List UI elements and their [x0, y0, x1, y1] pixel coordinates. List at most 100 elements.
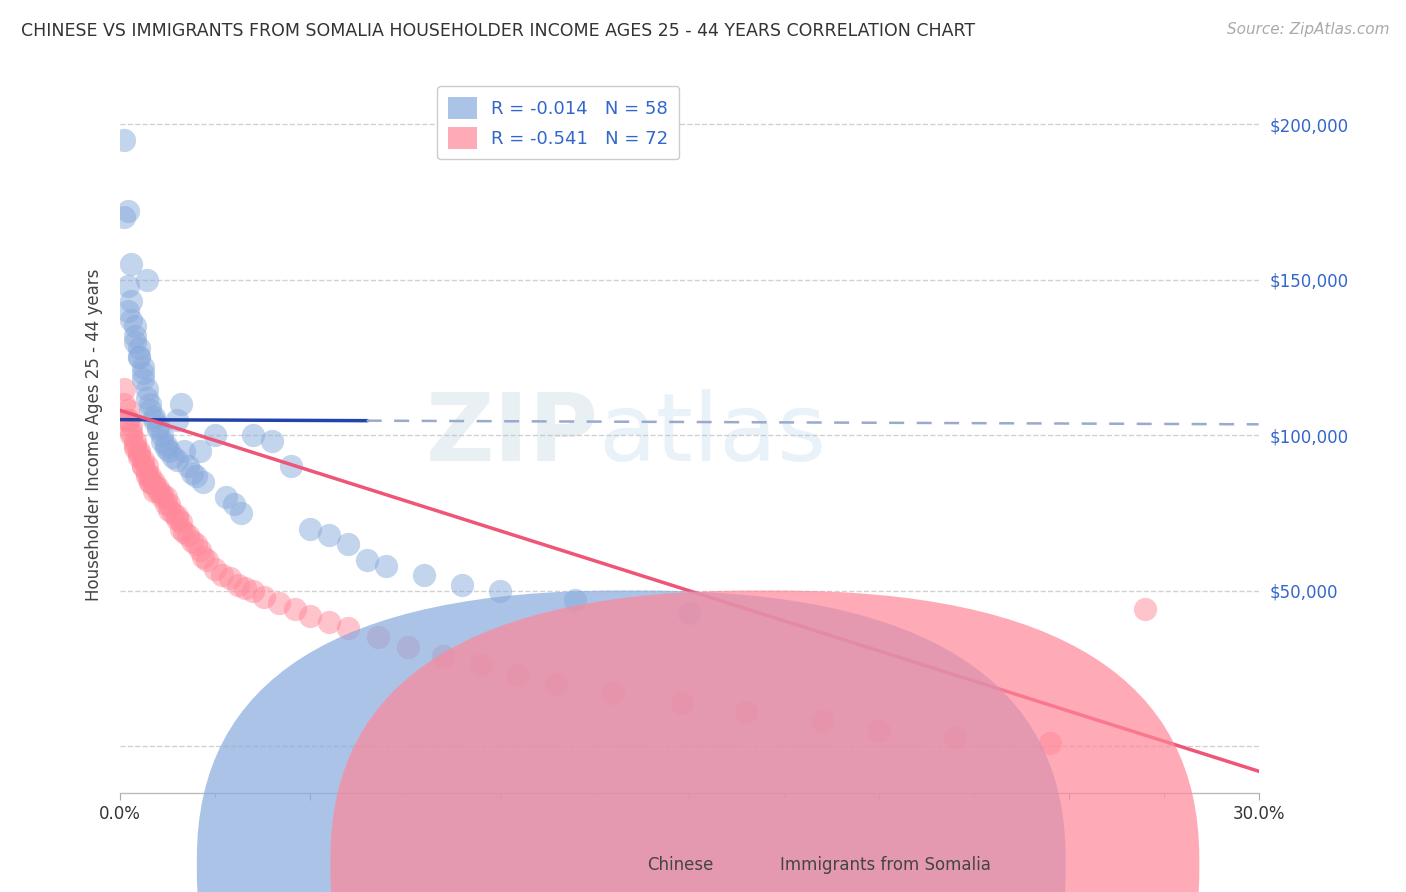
Point — [195, 552, 218, 566]
Point — [508, 667, 530, 681]
Point — [139, 468, 162, 483]
Point — [150, 491, 173, 505]
Point — [162, 450, 184, 464]
Point — [470, 658, 492, 673]
Point — [155, 497, 177, 511]
Point — [173, 443, 195, 458]
Point — [412, 568, 434, 582]
Point — [269, 596, 291, 610]
Point — [117, 278, 139, 293]
Point — [735, 705, 758, 719]
Point — [157, 503, 180, 517]
Point — [283, 602, 305, 616]
Point — [120, 294, 142, 309]
Point — [117, 412, 139, 426]
Point — [143, 484, 166, 499]
Point — [1133, 602, 1156, 616]
Text: atlas: atlas — [598, 389, 827, 481]
Point — [166, 509, 188, 524]
Point — [143, 475, 166, 489]
Point — [811, 714, 834, 729]
Text: Chinese: Chinese — [647, 856, 713, 874]
Point — [678, 606, 700, 620]
Point — [162, 506, 184, 520]
Point — [298, 522, 321, 536]
Point — [135, 466, 157, 480]
Point — [112, 211, 135, 225]
Point — [318, 615, 340, 629]
Point — [124, 334, 146, 349]
Point — [242, 428, 264, 442]
Point — [231, 506, 253, 520]
Point — [260, 434, 283, 449]
Point — [1039, 736, 1062, 750]
Point — [135, 273, 157, 287]
Point — [150, 434, 173, 449]
Point — [222, 497, 245, 511]
Point — [181, 466, 204, 480]
Point — [128, 341, 150, 355]
Point — [336, 621, 359, 635]
Point — [280, 459, 302, 474]
Point — [157, 443, 180, 458]
Point — [128, 450, 150, 464]
Point — [488, 583, 510, 598]
Point — [155, 491, 177, 505]
Point — [117, 403, 139, 417]
Point — [128, 351, 150, 365]
Point — [146, 481, 169, 495]
Point — [166, 512, 188, 526]
Point — [124, 434, 146, 449]
Point — [181, 533, 204, 548]
Point — [868, 723, 890, 738]
Point — [132, 359, 155, 374]
Point — [564, 593, 586, 607]
Point — [242, 583, 264, 598]
Point — [132, 453, 155, 467]
Point — [143, 409, 166, 424]
Point — [233, 581, 256, 595]
Point — [132, 366, 155, 380]
Point — [128, 351, 150, 365]
Point — [146, 418, 169, 433]
Point — [215, 491, 238, 505]
Point — [432, 649, 454, 664]
Text: ZIP: ZIP — [425, 389, 598, 481]
Point — [124, 328, 146, 343]
Point — [396, 640, 419, 654]
Point — [602, 686, 624, 700]
Point — [177, 459, 200, 474]
Point — [139, 475, 162, 489]
Point — [150, 487, 173, 501]
Point — [132, 459, 155, 474]
Point — [184, 468, 207, 483]
Point — [120, 418, 142, 433]
Point — [139, 397, 162, 411]
Point — [219, 571, 242, 585]
Point — [139, 403, 162, 417]
Point — [374, 558, 396, 573]
Point — [120, 313, 142, 327]
Point — [155, 441, 177, 455]
Text: Immigrants from Somalia: Immigrants from Somalia — [780, 856, 991, 874]
Point — [112, 133, 135, 147]
Point — [356, 552, 378, 566]
Point — [226, 577, 249, 591]
Point — [132, 372, 155, 386]
Text: Source: ZipAtlas.com: Source: ZipAtlas.com — [1226, 22, 1389, 37]
Point — [193, 475, 215, 489]
Text: CHINESE VS IMMIGRANTS FROM SOMALIA HOUSEHOLDER INCOME AGES 25 - 44 YEARS CORRELA: CHINESE VS IMMIGRANTS FROM SOMALIA HOUSE… — [21, 22, 976, 40]
Point — [173, 524, 195, 539]
Y-axis label: Householder Income Ages 25 - 44 years: Householder Income Ages 25 - 44 years — [86, 269, 103, 601]
Point — [117, 204, 139, 219]
Point — [318, 528, 340, 542]
Point — [204, 428, 226, 442]
Point — [146, 422, 169, 436]
Point — [253, 590, 276, 604]
Point — [124, 441, 146, 455]
Point — [193, 549, 215, 564]
Point — [135, 459, 157, 474]
Point — [671, 696, 693, 710]
Point — [120, 425, 142, 439]
Point — [120, 257, 142, 271]
